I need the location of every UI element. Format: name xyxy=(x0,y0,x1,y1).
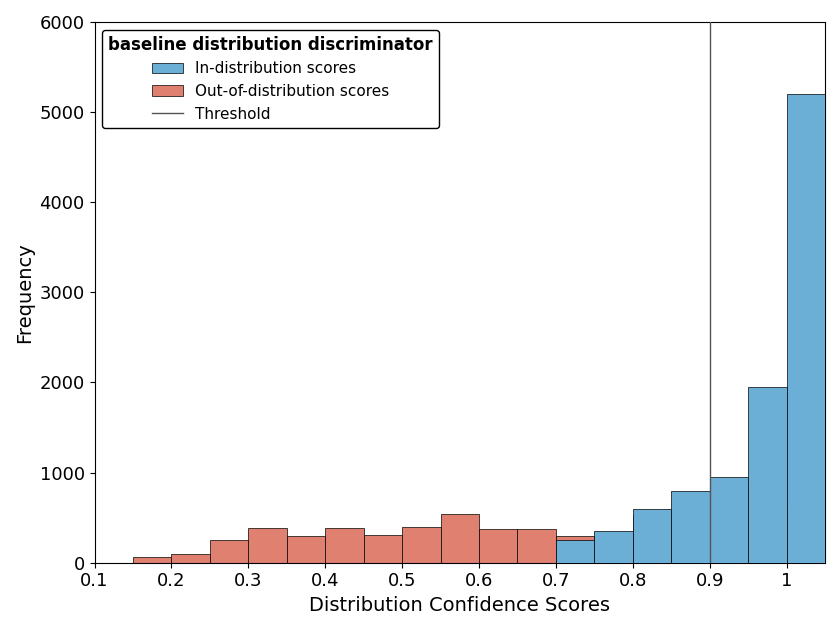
Bar xyxy=(133,558,171,563)
Bar xyxy=(517,529,556,563)
Bar xyxy=(748,387,786,563)
Bar xyxy=(479,529,517,563)
Bar xyxy=(671,491,710,563)
Bar xyxy=(440,514,479,563)
Y-axis label: Frequency: Frequency xyxy=(15,242,34,343)
Bar xyxy=(671,513,710,563)
Bar xyxy=(364,535,402,563)
Bar xyxy=(556,536,595,563)
Legend: In-distribution scores, Out-of-distribution scores, Threshold: In-distribution scores, Out-of-distribut… xyxy=(102,30,439,128)
Bar xyxy=(633,508,671,563)
Bar xyxy=(325,529,364,563)
Bar xyxy=(710,477,748,563)
Bar xyxy=(748,508,786,563)
Bar xyxy=(556,540,595,563)
Bar xyxy=(286,536,325,563)
Bar xyxy=(171,554,210,563)
Bar xyxy=(633,515,671,563)
Bar xyxy=(595,536,633,563)
Bar xyxy=(595,531,633,563)
Bar xyxy=(786,94,825,563)
Bar xyxy=(249,529,286,563)
Bar xyxy=(210,540,249,563)
X-axis label: Distribution Confidence Scores: Distribution Confidence Scores xyxy=(309,596,611,615)
Bar xyxy=(786,522,825,563)
Bar xyxy=(402,527,440,563)
Bar xyxy=(710,486,748,563)
